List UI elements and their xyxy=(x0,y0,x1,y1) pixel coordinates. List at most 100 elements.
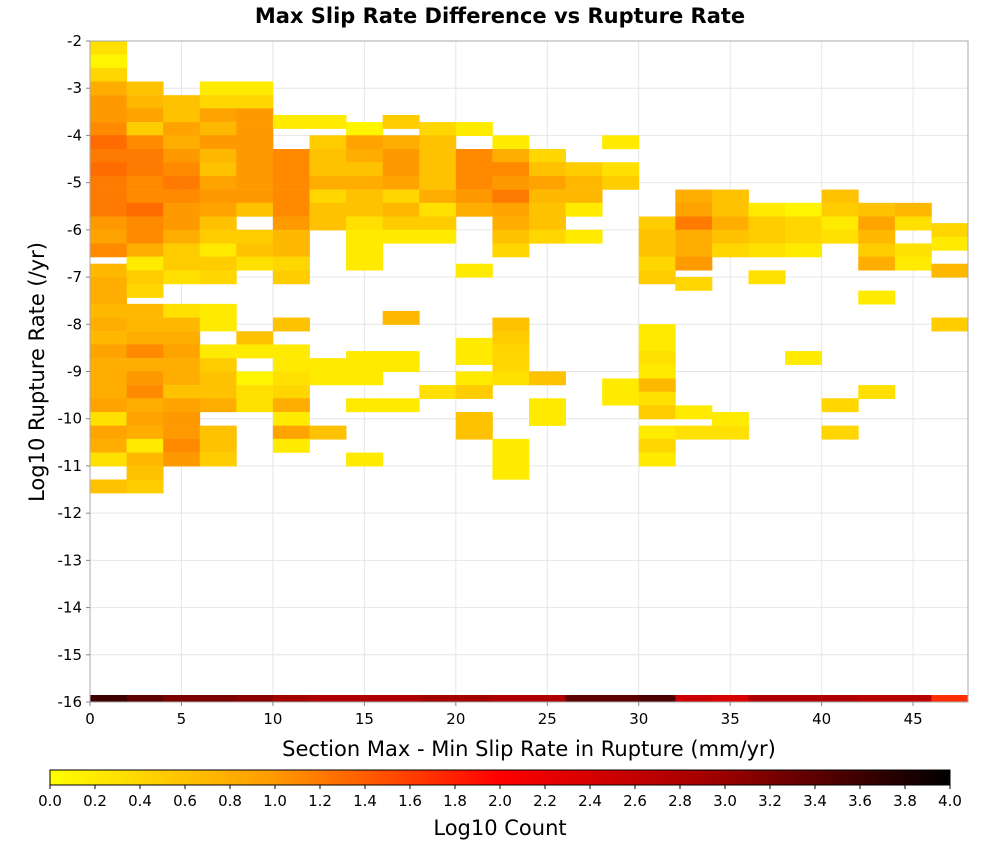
heatmap-cell xyxy=(565,162,603,177)
colorbar-tick-label: 0.0 xyxy=(38,792,62,810)
heatmap-cell xyxy=(419,175,457,190)
y-tick-label: -15 xyxy=(58,646,83,664)
heatmap-cell xyxy=(821,189,859,204)
heatmap-cell xyxy=(419,135,457,150)
heatmap-cell xyxy=(346,452,384,467)
heatmap-cell xyxy=(382,162,420,177)
heatmap-cell xyxy=(272,162,310,177)
colorbar-tick-label: 1.4 xyxy=(353,792,377,810)
heatmap-cell xyxy=(309,425,347,440)
colorbar-tick-label: 0.6 xyxy=(173,792,197,810)
heatmap-cell xyxy=(638,337,676,352)
heatmap-cell xyxy=(272,202,310,217)
colorbar-tick-label: 0.4 xyxy=(128,792,152,810)
heatmap-cell xyxy=(163,317,201,332)
heatmap-cell xyxy=(199,175,237,190)
heatmap-cell xyxy=(199,216,237,231)
chart-title: Max Slip Rate Difference vs Rupture Rate xyxy=(255,4,745,28)
heatmap-cell xyxy=(126,465,164,480)
heatmap-cell xyxy=(90,371,127,386)
heatmap-cell xyxy=(272,371,310,386)
heatmap-cell xyxy=(638,391,676,406)
y-tick-label: -16 xyxy=(58,693,83,711)
colorbar-tick-label: 3.8 xyxy=(893,792,917,810)
heatmap-cell xyxy=(199,122,237,136)
heatmap-cell xyxy=(529,202,566,217)
heatmap-cell xyxy=(455,337,493,352)
colorbar-tick-label: 2.2 xyxy=(533,792,557,810)
heatmap-cell xyxy=(163,202,201,217)
heatmap-cell xyxy=(821,216,859,231)
heatmap-cell-bottom xyxy=(90,695,127,702)
heatmap-cell xyxy=(236,243,274,258)
y-tick-label: -11 xyxy=(58,457,83,475)
heatmap-cell xyxy=(602,135,640,150)
y-tick-label: -12 xyxy=(58,504,83,522)
heatmap-cell xyxy=(90,189,127,204)
heatmap-cell xyxy=(199,108,237,123)
colorbar-tick-label: 1.0 xyxy=(263,792,287,810)
heatmap-cell xyxy=(236,189,274,204)
heatmap-cell xyxy=(236,229,274,244)
heatmap-cell xyxy=(309,189,347,204)
colorbar-tick-label: 2.0 xyxy=(488,792,512,810)
heatmap-cell xyxy=(529,148,566,163)
heatmap-cell xyxy=(455,189,493,204)
heatmap-cell xyxy=(199,81,237,96)
heatmap-cell xyxy=(90,276,127,291)
y-tick-label: -5 xyxy=(67,174,82,192)
heatmap-cell xyxy=(126,398,164,413)
heatmap-cells xyxy=(90,40,969,702)
heatmap-cell xyxy=(199,358,237,373)
heatmap-cell-bottom xyxy=(821,695,859,702)
heatmap-cell xyxy=(272,175,310,190)
heatmap-cell xyxy=(675,276,713,291)
heatmap-cell-bottom xyxy=(272,695,310,702)
heatmap-cell xyxy=(126,331,164,346)
heatmap-cell-bottom xyxy=(126,695,164,702)
heatmap-cell xyxy=(163,95,201,110)
heatmap-cell xyxy=(821,229,859,244)
heatmap-cell xyxy=(455,175,493,190)
heatmap-cell-bottom xyxy=(602,695,640,702)
heatmap-cell xyxy=(565,175,603,190)
heatmap-cell xyxy=(90,331,127,346)
heatmap-cell xyxy=(272,411,310,426)
colorbar-tick-label: 2.4 xyxy=(578,792,602,810)
heatmap-cell xyxy=(90,95,127,110)
y-axis-ticks: -2 -3 -4 -5 -6 -7 -8 -9 -10 -11 -12 -13 -14 -15 -16 xyxy=(58,32,90,711)
heatmap-cell xyxy=(90,398,127,413)
heatmap-cell-bottom xyxy=(785,695,823,702)
heatmap-cell-bottom xyxy=(638,695,676,702)
heatmap-cell xyxy=(382,148,420,163)
heatmap-cell xyxy=(492,135,530,150)
heatmap-cell xyxy=(382,114,420,129)
colorbar-tick-label: 3.6 xyxy=(848,792,872,810)
heatmap-cell xyxy=(419,189,457,204)
heatmap-cell xyxy=(821,398,859,413)
heatmap-cell xyxy=(492,452,530,467)
colorbar-tick-label: 0.8 xyxy=(218,792,242,810)
heatmap-cell xyxy=(309,162,347,177)
heatmap-cell xyxy=(199,425,237,440)
heatmap-cell xyxy=(272,229,310,244)
heatmap-cell xyxy=(492,162,530,177)
heatmap-cell xyxy=(602,175,640,190)
heatmap-cell xyxy=(236,371,274,386)
heatmap-cell xyxy=(126,479,164,494)
heatmap-cell xyxy=(492,358,530,373)
heatmap-cell xyxy=(785,216,823,231)
heatmap-cell xyxy=(529,189,566,204)
colorbar xyxy=(49,769,951,786)
x-tick-label: 0 xyxy=(85,710,95,728)
heatmap-cell xyxy=(236,135,274,150)
heatmap-cell xyxy=(90,452,127,467)
heatmap-cell xyxy=(821,425,859,440)
heatmap-cell xyxy=(455,371,493,386)
heatmap-cell xyxy=(638,425,676,440)
heatmap-cell xyxy=(346,358,384,373)
heatmap-cell xyxy=(90,216,127,231)
heatmap-cell xyxy=(675,405,713,420)
heatmap-cell xyxy=(272,243,310,258)
